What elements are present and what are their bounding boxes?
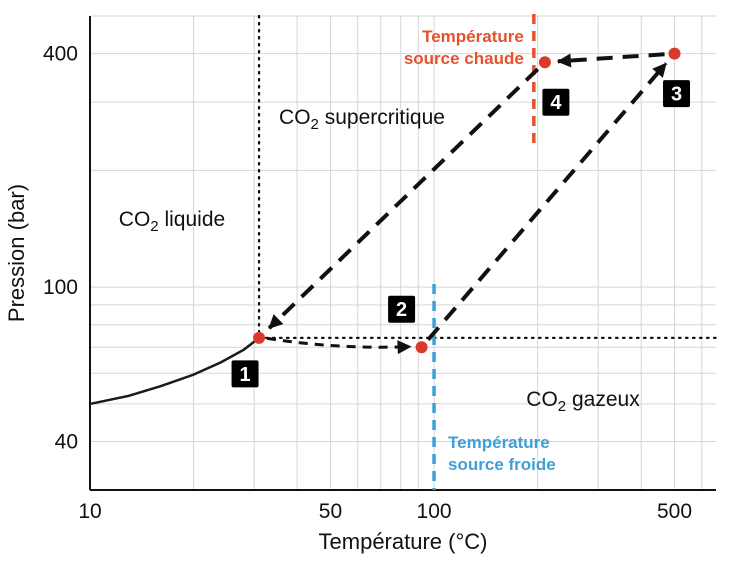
cold-source-label: source froide bbox=[448, 455, 556, 474]
point-badge-label-3: 3 bbox=[671, 84, 682, 106]
cycle-arrow-3-to-4 bbox=[556, 52, 665, 68]
cycle-point-layer bbox=[253, 47, 681, 354]
cold-source-label: Température bbox=[448, 433, 550, 452]
critical-guide-layer bbox=[257, 14, 718, 340]
region-label-gazeux: CO2 gazeux bbox=[526, 388, 640, 415]
cycle-point-3 bbox=[668, 47, 681, 60]
y-tick-label: 40 bbox=[55, 431, 78, 454]
x-tick-label: 100 bbox=[417, 500, 452, 523]
saturation-curve bbox=[89, 336, 260, 406]
region-label-liquide: CO2 liquide bbox=[119, 208, 225, 235]
cycle-arrow-4-to-1 bbox=[267, 67, 540, 330]
region-label-supercritique: CO2 supercritique bbox=[279, 106, 445, 133]
hot-source-label: Température bbox=[422, 27, 524, 46]
cycle-arrow-2-to-3 bbox=[426, 62, 668, 341]
region-label-layer: CO2 liquide CO2 supercritique CO2 gazeux bbox=[119, 106, 640, 415]
x-axis-title: Température (°C) bbox=[319, 529, 488, 554]
grid-layer bbox=[90, 15, 716, 490]
hot-source-label: source chaude bbox=[404, 49, 524, 68]
cycle-point-4 bbox=[538, 56, 551, 69]
point-badge-box-3 bbox=[663, 80, 691, 108]
point-badge-box-2 bbox=[388, 295, 416, 323]
axis-frame-layer bbox=[89, 16, 716, 491]
x-tick-label: 50 bbox=[319, 500, 342, 523]
point-badge-layer: 1 2 3 4 bbox=[231, 80, 691, 388]
point-badge-box-1 bbox=[231, 360, 259, 388]
point-badge-label-1: 1 bbox=[239, 364, 250, 386]
cycle-arrow-1-to-2 bbox=[266, 336, 412, 355]
saturation-curve-layer bbox=[89, 336, 260, 406]
axis-label-layer: Température (°C) Pression (bar) 10 50 100 5… bbox=[4, 43, 692, 554]
point-badge-label-2: 2 bbox=[396, 299, 407, 321]
point-badge-label-4: 4 bbox=[550, 92, 562, 114]
cycle-arrow-layer bbox=[266, 52, 668, 355]
y-tick-label: 400 bbox=[43, 43, 78, 66]
x-tick-label: 500 bbox=[657, 500, 692, 523]
cycle-point-2 bbox=[415, 341, 428, 354]
y-axis-title: Pression (bar) bbox=[4, 184, 29, 322]
source-line-layer: Température source chaude Température sourc… bbox=[404, 14, 556, 490]
x-tick-label: 10 bbox=[78, 500, 101, 523]
point-badge-box-4 bbox=[542, 88, 570, 116]
y-tick-label: 100 bbox=[43, 276, 78, 299]
cycle-point-1 bbox=[253, 331, 266, 344]
